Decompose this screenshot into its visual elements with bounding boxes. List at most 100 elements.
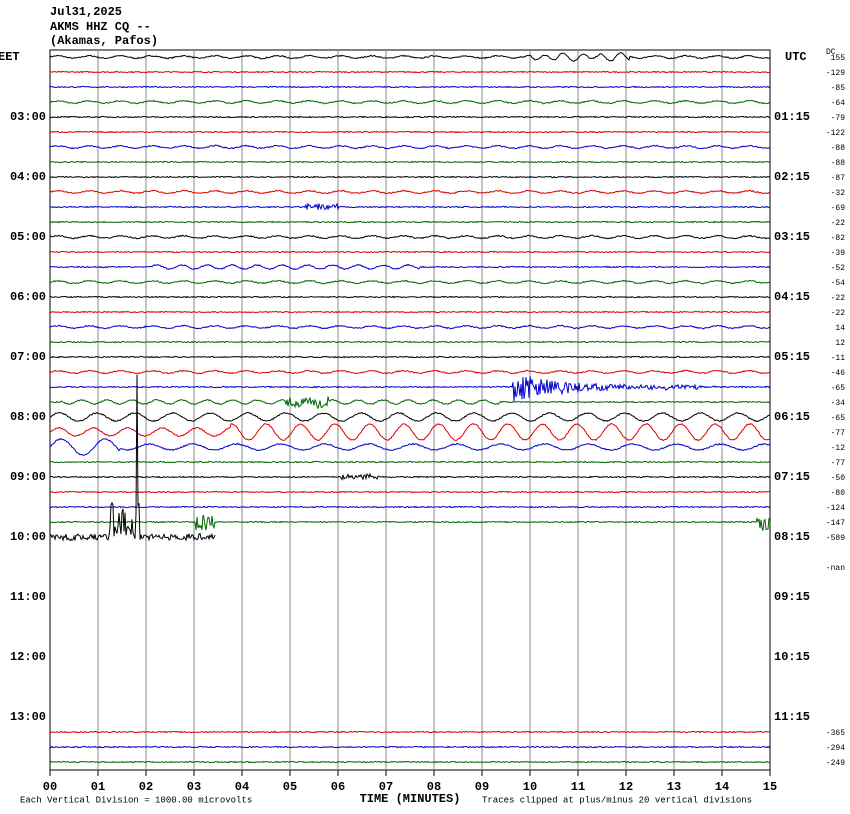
trace <box>49 99 771 105</box>
right-hour-label: 05:15 <box>774 350 810 364</box>
trace <box>50 250 771 254</box>
right-hour-label: 06:15 <box>774 410 810 424</box>
x-tick-label: 14 <box>715 780 729 794</box>
dc-offset: -46 <box>831 369 846 378</box>
right-hour-label: 10:15 <box>774 650 810 664</box>
dc-offset: -22 <box>831 294 846 303</box>
trace <box>49 460 771 464</box>
dc-offset: -249 <box>826 759 845 768</box>
trace <box>49 340 771 344</box>
dc-offset: -82 <box>831 234 846 243</box>
dc-offset: -69 <box>831 204 846 213</box>
trace <box>49 438 771 456</box>
right-hour-label: 02:15 <box>774 170 810 184</box>
trace <box>49 175 771 179</box>
trace <box>49 51 771 62</box>
trace <box>49 369 771 375</box>
left-hour-label: 06:00 <box>10 290 46 304</box>
dc-offset: -80 <box>831 489 846 498</box>
left-hour-label: 12:00 <box>10 650 46 664</box>
dc-offset: -124 <box>826 504 845 513</box>
trace <box>49 189 771 195</box>
dc-offset: -294 <box>826 744 845 753</box>
dc-offset: -32 <box>831 189 846 198</box>
dc-offset: -87 <box>831 174 846 183</box>
dc-offset: 155 <box>831 54 846 63</box>
trace <box>50 422 771 442</box>
trace <box>49 220 771 224</box>
x-tick-label: 00 <box>43 780 57 794</box>
right-hour-label: 01:15 <box>774 110 810 124</box>
dc-offset: -122 <box>826 129 845 138</box>
dc-offset: -65 <box>831 384 846 393</box>
x-tick-label: 07 <box>379 780 393 794</box>
trace <box>49 115 771 119</box>
x-tick-label: 01 <box>91 780 105 794</box>
right-hour-label: 07:15 <box>774 470 810 484</box>
left-hour-label: 13:00 <box>10 710 46 724</box>
dc-offset: -52 <box>831 264 846 273</box>
left-hour-label: 08:00 <box>10 410 46 424</box>
trace <box>49 376 771 402</box>
trace <box>49 160 771 164</box>
dc-offset: -65 <box>831 414 846 423</box>
location: (Akamas, Pafos) <box>50 34 158 48</box>
left-hour-label: 03:00 <box>10 110 46 124</box>
trace <box>49 505 771 509</box>
x-axis-title: TIME (MINUTES) <box>360 792 461 806</box>
trace <box>49 85 771 89</box>
trace <box>50 355 771 359</box>
trace <box>49 279 771 285</box>
left-hour-label: 05:00 <box>10 230 46 244</box>
x-tick-label: 12 <box>619 780 633 794</box>
dc-offset: -88 <box>831 144 846 153</box>
x-tick-label: 06 <box>331 780 345 794</box>
left-hour-label: 07:00 <box>10 350 46 364</box>
dc-offset: -147 <box>826 519 845 528</box>
x-tick-label: 13 <box>667 780 681 794</box>
right-hour-label: 03:15 <box>774 230 810 244</box>
trace <box>49 263 771 271</box>
scale-note: Each Vertical Division = 1000.00 microvo… <box>20 795 252 805</box>
trace <box>49 472 771 481</box>
x-tick-label: 11 <box>571 780 585 794</box>
right-hour-label: 08:15 <box>774 530 810 544</box>
dc-offset: -34 <box>831 399 846 408</box>
left-hour-label: 04:00 <box>10 170 46 184</box>
dc-offset: -77 <box>831 459 846 468</box>
dc-offset: -589 <box>826 534 845 543</box>
dc-offset: -50 <box>831 474 846 483</box>
dc-offset: -22 <box>831 219 846 228</box>
trace <box>49 396 771 410</box>
trace <box>49 760 771 764</box>
right-hour-label: 11:15 <box>774 710 810 724</box>
trace <box>49 130 771 134</box>
dc-offset: -365 <box>826 729 845 738</box>
dc-offset: -88 <box>831 159 846 168</box>
x-tick-label: 08 <box>427 780 441 794</box>
trace <box>49 234 771 240</box>
trace <box>50 202 771 211</box>
trace <box>49 490 771 494</box>
left-hour-label: 11:00 <box>10 590 46 604</box>
dc-offset: -22 <box>831 309 846 318</box>
dc-offset: -12 <box>831 444 846 453</box>
right-hour-label: 09:15 <box>774 590 810 604</box>
dc-offset: 12 <box>835 339 845 348</box>
trace <box>49 514 771 531</box>
x-tick-label: 02 <box>139 780 153 794</box>
dc-offset: -129 <box>826 69 845 78</box>
right-axis-title: UTC <box>785 50 807 64</box>
trace <box>50 324 771 330</box>
right-hour-label: 04:15 <box>774 290 810 304</box>
x-tick-label: 05 <box>283 780 297 794</box>
dc-offset: -85 <box>831 84 846 93</box>
dc-offset: -77 <box>831 429 846 438</box>
clip-note: Traces clipped at plus/minus 20 vertical… <box>482 795 752 805</box>
x-tick-label: 15 <box>763 780 777 794</box>
dc-offset: -11 <box>831 354 846 363</box>
trace <box>49 295 770 299</box>
dc-offset: -64 <box>831 99 846 108</box>
trace <box>49 411 771 423</box>
